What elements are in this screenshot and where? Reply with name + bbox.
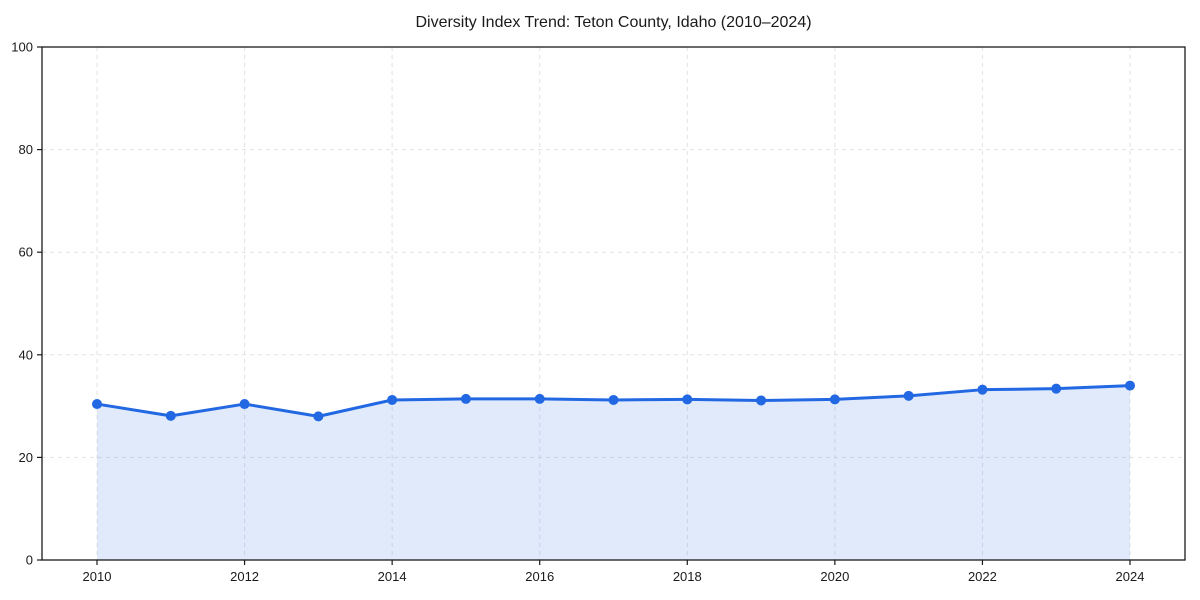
data-point	[1125, 380, 1135, 391]
data-point	[313, 411, 324, 422]
y-tick-label: 100	[11, 40, 33, 55]
data-point	[387, 394, 398, 405]
x-tick-label: 2012	[230, 569, 259, 584]
data-point	[1051, 383, 1062, 394]
data-point	[682, 394, 693, 405]
x-tick-label: 2014	[378, 569, 407, 584]
data-point	[608, 394, 619, 405]
data-point	[534, 393, 545, 404]
data-point	[903, 390, 914, 401]
x-tick-label: 2016	[525, 569, 554, 584]
plot-border	[41, 46, 1186, 561]
data-point	[829, 394, 840, 405]
data-point	[977, 384, 988, 395]
y-tick-label: 40	[19, 347, 33, 362]
y-tick-label: 0	[26, 553, 33, 568]
y-tick-label: 20	[19, 450, 33, 465]
x-tick-label: 2020	[820, 569, 849, 584]
data-point	[460, 393, 471, 404]
y-tick-label: 60	[19, 245, 33, 260]
x-tick-label: 2010	[83, 569, 112, 584]
x-tick-label: 2018	[673, 569, 702, 584]
data-point	[756, 395, 767, 406]
chart-title: Diversity Index Trend: Teton County, Ida…	[415, 14, 812, 31]
y-tick-label: 80	[19, 142, 33, 157]
data-point	[239, 399, 250, 410]
area-fill	[97, 385, 1130, 560]
x-tick-label: 2022	[968, 569, 997, 584]
data-point	[165, 410, 176, 421]
x-tick-label: 2024	[1116, 569, 1145, 584]
data-point	[92, 399, 102, 410]
